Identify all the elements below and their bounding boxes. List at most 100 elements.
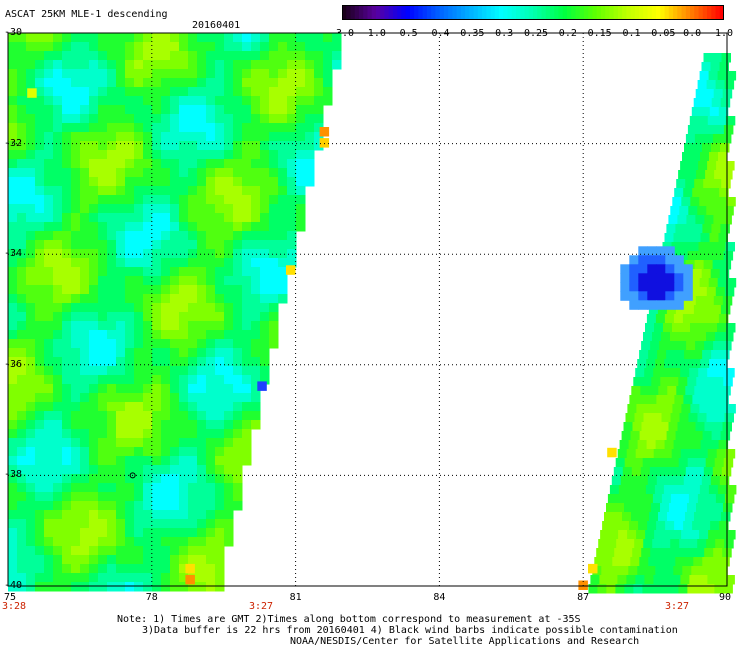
wind-cell [269,231,279,241]
wind-cell [116,456,126,466]
wind-cell [188,231,198,241]
wind-cell [179,573,189,583]
wind-cell [53,582,63,592]
wind-cell [107,186,117,196]
wind-cell [683,273,693,283]
color-scale-cell [499,5,504,20]
wind-cell [688,287,699,297]
wind-cell [726,71,737,81]
wind-cell [161,375,171,385]
wind-cell [717,530,727,540]
wind-cell [125,105,135,115]
wind-cell [62,483,72,493]
wind-cell [723,377,733,387]
wind-cell [17,420,27,430]
wind-cell [26,492,36,502]
wind-cell [17,366,27,376]
wind-cell [674,264,684,274]
wind-cell [80,285,90,295]
wind-cell [17,177,27,187]
wind-cell [287,258,297,268]
wind-cell [26,303,36,313]
wind-cell [683,282,693,292]
wind-cell [71,330,81,340]
wind-cell [706,80,717,90]
wind-cell [80,555,90,565]
product-title: ASCAT 25KM MLE-1 descending [5,9,168,20]
wind-cell [636,404,646,414]
wind-cell [215,195,225,205]
wind-cell [35,42,45,52]
wind-cell [716,116,727,126]
wind-cell [125,204,135,214]
color-scale-cell [490,5,496,20]
wind-cell [134,483,144,493]
wind-cell [143,303,153,313]
wind-cell [233,267,243,277]
wind-cell [654,323,664,333]
wind-cell [89,123,99,133]
wind-cell [602,521,612,531]
color-scale-cell [443,5,449,20]
wind-cell [712,134,723,144]
wind-cell [287,213,297,223]
wind-cell [716,242,726,252]
wind-cell [708,530,718,540]
wind-cell [179,114,189,124]
wind-cell [242,96,252,106]
wind-cell [269,267,279,277]
wind-cell [62,96,72,106]
wind-cell [197,402,207,412]
wind-cell [125,564,135,574]
wind-cell [642,503,652,513]
wind-cell [26,339,36,349]
wind-cell [215,213,225,223]
wind-cell [681,323,691,333]
wind-cell [116,159,126,169]
wind-cell [53,411,63,421]
wind-cell [116,564,126,574]
wind-cell [215,312,225,322]
wind-cell [26,321,36,331]
wind-cell [675,557,685,567]
wind-cell [143,573,153,583]
wind-cell [170,528,180,538]
color-scale-cell [422,5,428,20]
wind-cell [242,105,252,115]
wind-cell [179,285,189,295]
color-scale-cell [354,5,360,20]
wind-cell [44,123,54,133]
wind-cell [71,519,81,529]
wind-cell [224,366,234,376]
wind-cell [197,222,207,232]
wind-cell [634,539,644,549]
wind-cell [152,519,162,529]
wind-cell [17,375,27,385]
wind-cell [215,564,225,574]
wind-cell [224,438,234,448]
wind-cell [716,575,726,585]
wind-cell [638,291,648,301]
wind-cell [125,42,135,52]
wind-cell [206,330,216,340]
wind-cell [170,231,180,241]
wind-cell [179,348,189,358]
wind-cell [80,267,90,277]
wind-cell [305,123,315,133]
wind-cell [712,467,723,477]
wind-cell [623,548,633,558]
wind-cell [620,291,630,301]
wind-cell [621,431,632,441]
wind-cell [287,204,297,214]
wind-cell [723,251,734,261]
wind-cell [269,114,279,124]
color-scale-cell [583,5,589,20]
wind-cell [251,204,261,214]
wind-cell [661,539,671,549]
wind-cell [116,393,126,403]
wind-cell [179,258,189,268]
wind-cell [188,105,198,115]
wind-cell [179,105,189,115]
wind-cell [197,339,207,349]
wind-cell [197,276,207,286]
